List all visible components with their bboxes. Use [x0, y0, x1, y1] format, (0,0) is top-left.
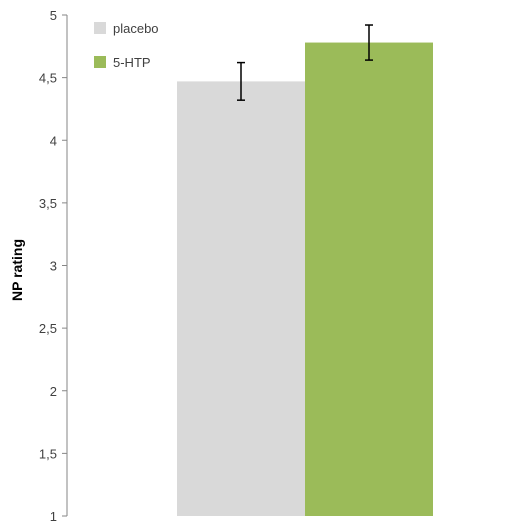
y-tick-label: 1 — [50, 509, 57, 524]
legend-swatch-5-htp — [94, 56, 106, 68]
y-tick-label: 4,5 — [39, 71, 57, 86]
bar-placebo — [177, 81, 305, 516]
legend-swatch-placebo — [94, 22, 106, 34]
error-bars — [237, 24, 373, 101]
legend: placebo 5-HTP — [94, 21, 159, 70]
y-tick-label: 3,5 — [39, 196, 57, 211]
y-tick-label: 4 — [50, 133, 57, 148]
y-tick-label: 5 — [50, 8, 57, 23]
legend-label: 5-HTP — [113, 55, 151, 70]
y-tick-label: 2,5 — [39, 321, 57, 336]
y-axis: 1 1,5 2 2,5 3 3,5 4 4,5 5 — [39, 8, 68, 524]
legend-label: placebo — [113, 21, 159, 36]
y-tick-label: 2 — [50, 384, 57, 399]
bar-5-htp — [305, 42, 433, 517]
y-axis-label: NP rating — [9, 239, 25, 301]
bars — [177, 42, 433, 517]
y-tick-label: 1,5 — [39, 446, 57, 461]
y-tick-label: 3 — [50, 259, 57, 274]
